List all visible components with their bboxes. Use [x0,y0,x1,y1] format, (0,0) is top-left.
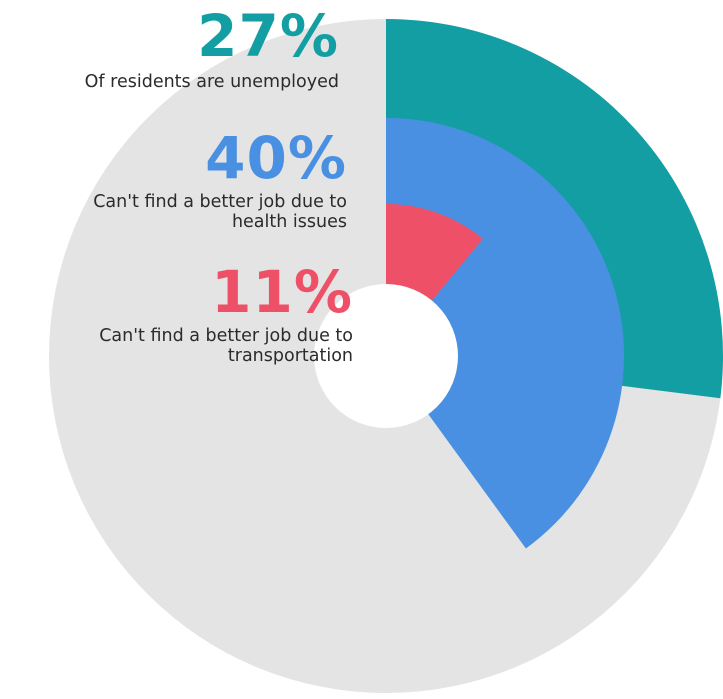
value-label-health-issues: 40% [205,124,347,192]
description-health-issues-line-1: Can't find a better job due to [93,192,347,212]
label-health-issues: 40% Can't find a better job due to healt… [93,128,347,232]
chart-center-hole [314,284,458,428]
label-unemployed: 27% Of residents are unemployed [85,6,339,92]
label-transportation: 11% Can't find a better job due to trans… [99,262,353,366]
description-transportation-line-2: transportation [227,346,353,366]
description-unemployed-line-1: Of residents are unemployed [84,72,339,92]
description-health-issues-line-2: health issues [231,212,347,232]
value-label-transportation: 11% [211,258,353,326]
value-label-unemployed: 27% [197,2,339,70]
description-transportation-line-1: Can't find a better job due to [99,326,353,346]
